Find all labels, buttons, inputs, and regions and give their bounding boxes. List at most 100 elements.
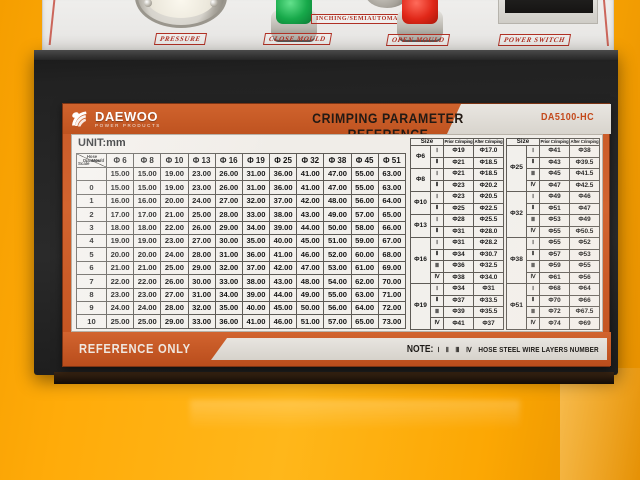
value-cell: 18.00 — [133, 220, 162, 236]
side-table-row: Ⅳ Φ47 Φ42.5 — [507, 179, 600, 193]
after-crimping-cell: Φ67.5 — [569, 305, 600, 319]
table-row: 7 22.00 22.00 26.00 30.00 33.00 38.00 43.00 48.0… — [76, 274, 407, 289]
side-table-row: Φ8 Ⅰ Φ21 Φ18.5 — [410, 168, 504, 193]
value-cell: 45.00 — [296, 234, 325, 249]
hose-size-cell: Φ25 — [506, 145, 527, 193]
value-cell: 58.00 — [350, 220, 379, 236]
value-cell: 50.00 — [323, 220, 352, 236]
value-cell: 25.00 — [187, 207, 216, 222]
side-table-row: Φ38 Ⅰ Φ55 Φ52 — [506, 237, 600, 285]
value-cell: 23.00 — [105, 287, 135, 303]
prior-crimping-cell: Φ47 — [539, 179, 570, 193]
after-crimping-cell: Φ18.5 — [473, 156, 504, 170]
side-table-row: Ⅱ Φ57 Φ53 — [507, 248, 600, 262]
side-table-row: Ⅱ Φ23 Φ20.2 — [411, 179, 504, 193]
value-cell: 71.00 — [377, 287, 407, 303]
wire-layer-cell: Ⅰ — [430, 168, 444, 181]
col-header-5: Φ 19 — [241, 153, 271, 168]
power-switch-assembly[interactable] — [498, 0, 598, 24]
value-cell: 16.00 — [105, 193, 135, 209]
value-cell: 33.00 — [214, 274, 243, 289]
value-cell: 30.00 — [214, 234, 243, 249]
value-cell: 20.00 — [105, 247, 135, 262]
table-row: 5 20.00 20.00 24.00 28.00 31.00 36.00 41.00 46.0… — [76, 247, 407, 262]
value-cell: 57.00 — [323, 314, 352, 329]
side-header-row: Size Prior Crimping After Crimping — [506, 137, 600, 147]
value-cell: 65.00 — [350, 314, 379, 329]
scale-cell: 3 — [76, 220, 107, 236]
wire-layer-cell: Ⅲ — [526, 305, 540, 319]
after-crimping-cell: Φ66 — [569, 294, 600, 308]
side-col-header-0: Size — [410, 137, 444, 147]
value-cell: 15.00 — [133, 180, 162, 195]
value-cell: 33.00 — [187, 314, 216, 329]
value-cell: 32.00 — [187, 301, 216, 316]
side-col-header-2: After Crimping — [569, 137, 600, 147]
value-cell: 44.00 — [269, 287, 298, 303]
button-cap-green[interactable] — [276, 0, 312, 24]
value-cell: 17.00 — [133, 207, 162, 222]
panel-decor-line-right — [602, 0, 610, 46]
prior-crimping-cell: Φ23 — [443, 191, 474, 204]
after-crimping-cell: Φ53 — [569, 248, 600, 262]
value-cell: 15.00 — [105, 180, 135, 195]
value-cell: 30.00 — [187, 274, 216, 289]
col-header-9: Φ 45 — [350, 153, 379, 168]
value-cell: 72.00 — [377, 301, 407, 316]
close-mould-button[interactable] — [271, 0, 317, 44]
placard-header: DAEWOO POWER PRODUCTS CRIMPING PARAMETER… — [63, 104, 611, 142]
note-numerals: Ⅰ Ⅱ Ⅲ Ⅳ — [437, 346, 475, 354]
prior-crimping-cell: Φ38 — [443, 271, 474, 285]
after-crimping-cell: Φ49 — [569, 214, 600, 227]
prior-crimping-cell: Φ74 — [539, 317, 570, 330]
prior-crimping-cell: Φ25 — [443, 202, 474, 216]
prior-crimping-cell: Φ41 — [539, 145, 570, 158]
value-cell: 43.00 — [296, 207, 325, 222]
open-mould-button[interactable] — [397, 0, 443, 44]
power-switch-inner — [505, 0, 593, 13]
value-cell: 24.00 — [133, 301, 162, 316]
value-cell: 41.00 — [269, 247, 298, 262]
value-cell: 38.00 — [269, 207, 298, 222]
col-header-2: Φ 10 — [160, 153, 189, 168]
table-row: 4 19.00 19.00 23.00 27.00 30.00 35.00 40.00 45.0… — [76, 234, 407, 249]
value-cell: 26.00 — [214, 166, 243, 182]
after-crimping-cell: Φ28.2 — [473, 237, 504, 250]
gauge-screw-right — [210, 0, 218, 7]
wire-layer-cell: Ⅱ — [526, 156, 540, 170]
side-table-row: Ⅱ Φ25 Φ22.5 — [411, 202, 504, 216]
value-cell: 35.00 — [241, 234, 271, 249]
wire-layer-cell: Ⅰ — [526, 145, 540, 158]
value-cell: 41.00 — [296, 166, 325, 182]
wire-layer-cell: Ⅲ — [526, 260, 540, 273]
value-cell: 26.00 — [214, 180, 243, 195]
value-cell: 52.00 — [323, 247, 352, 262]
hose-size-cell: Φ19 — [410, 283, 431, 330]
prior-crimping-cell: Φ41 — [443, 317, 474, 330]
inching-semiautomatic-selector[interactable] — [365, 0, 409, 8]
brand-name: DAEWOO — [95, 108, 158, 124]
after-crimping-cell: Φ20.2 — [473, 179, 504, 193]
wire-layer-cell: Ⅲ — [430, 260, 444, 273]
value-cell: 42.00 — [296, 193, 325, 209]
scale-cell: 4 — [76, 234, 107, 249]
after-crimping-cell: Φ20.5 — [473, 191, 504, 204]
scale-cell: 10 — [76, 314, 107, 329]
value-cell: 43.00 — [269, 274, 298, 289]
pressure-gauge — [135, 0, 227, 28]
side-col-header-2: After Crimping — [473, 137, 504, 147]
value-cell: 65.00 — [377, 207, 407, 222]
button-cap-red[interactable] — [402, 0, 438, 24]
value-cell: 56.00 — [350, 193, 379, 209]
value-cell: 29.00 — [187, 260, 216, 276]
hose-size-cell: Φ32 — [506, 191, 527, 239]
value-cell: 39.00 — [269, 220, 298, 236]
after-crimping-cell: Φ30.7 — [473, 248, 504, 262]
value-cell: 68.00 — [377, 247, 407, 262]
value-cell: 44.00 — [296, 220, 325, 236]
after-crimping-cell: Φ33.5 — [473, 294, 504, 308]
gauge-face — [145, 0, 217, 18]
